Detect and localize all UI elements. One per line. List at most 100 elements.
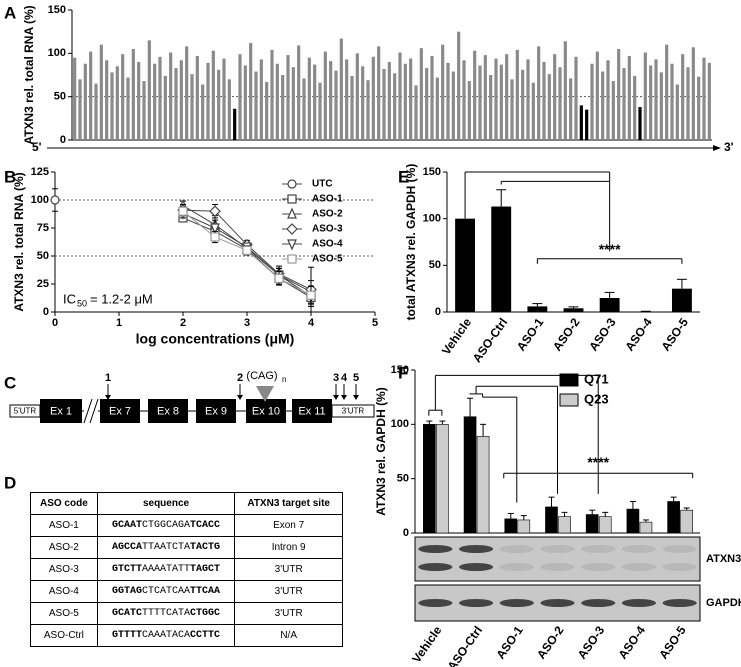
arrow-head <box>713 145 721 151</box>
bar <box>553 54 557 141</box>
header-cell: ATXN3 target site <box>234 492 343 515</box>
sequence-part: CTGGC <box>190 608 221 619</box>
error-bar <box>589 509 596 515</box>
bar <box>126 77 130 140</box>
exon-label: Ex 11 <box>298 405 325 417</box>
bar <box>595 51 599 140</box>
bar <box>707 62 711 140</box>
bar <box>89 51 93 140</box>
error-bar <box>496 189 507 207</box>
table-row: ASO-1 GCAATCTGGCAGATCACC Exon 7 <box>30 514 343 537</box>
bar <box>297 45 301 140</box>
exon <box>148 399 188 423</box>
bar <box>599 298 620 312</box>
legend-marker <box>287 207 297 219</box>
legend-swatch <box>559 393 579 407</box>
table-row: ASO-3 GTCTTAAAATATTTAGCT 3'UTR <box>30 558 343 581</box>
bar <box>446 62 450 140</box>
bar <box>313 64 317 140</box>
bar <box>382 68 386 140</box>
error-bar <box>670 496 677 502</box>
bar <box>579 105 583 140</box>
bar <box>510 79 514 140</box>
blot-band <box>621 545 657 553</box>
table-header: ASO code sequence ATXN3 target site <box>30 492 343 515</box>
error-bar <box>568 306 579 309</box>
y-tick-label: 0 <box>403 527 409 539</box>
bar <box>585 109 589 140</box>
bar <box>423 424 436 534</box>
x-tick-label: 2 <box>180 317 186 329</box>
bar <box>137 62 141 140</box>
bar <box>649 65 653 140</box>
x-tick-label: 5 <box>372 317 378 329</box>
y-tick-label: 0 <box>43 306 49 318</box>
error-bar <box>676 278 687 289</box>
blot-band <box>581 563 616 571</box>
bar <box>115 66 119 140</box>
exon-label: Ex 8 <box>157 405 179 417</box>
error-bar <box>532 303 543 307</box>
sequence-part: AAAATATT <box>142 564 191 575</box>
x-tick-label: 4 <box>308 317 315 329</box>
error-bar <box>561 511 568 517</box>
bar <box>563 41 567 141</box>
bar <box>499 64 503 140</box>
bar <box>222 58 226 140</box>
sequence-part: AGCCA <box>112 542 143 553</box>
bar <box>467 81 471 140</box>
bar <box>455 218 476 312</box>
annotation: = 1.2-2 μM <box>90 291 153 306</box>
annotation: IC <box>63 291 76 306</box>
bar <box>441 44 445 140</box>
y-tick-label: 100 <box>391 418 409 430</box>
bar <box>281 75 285 140</box>
bar <box>626 508 640 534</box>
bar <box>686 67 690 140</box>
bar <box>361 66 365 140</box>
table-cell: ASO-1 <box>30 514 98 537</box>
blot-band <box>499 599 534 607</box>
bar <box>598 516 612 534</box>
blot-band <box>418 563 453 571</box>
exon <box>196 399 236 423</box>
legend-label: ASO-2 <box>312 209 343 220</box>
bar <box>515 49 519 140</box>
bar <box>233 108 237 140</box>
x-axis-label: log concentrations (μM) <box>136 331 295 347</box>
error-bar <box>439 420 446 425</box>
x-end-label: 3' <box>724 140 734 154</box>
bar <box>398 52 402 140</box>
table-cell: GTTTTCAAATACACCTTC <box>96 624 236 647</box>
site-label: 5 <box>353 372 359 384</box>
point <box>50 195 60 205</box>
site-arrowheads <box>105 395 359 400</box>
bar <box>478 65 482 140</box>
x-tick-label: ASO-4 <box>622 315 655 353</box>
sequence-part: TTAATCTA <box>142 542 191 553</box>
y-tick-label: 50 <box>54 91 66 103</box>
break-mark <box>83 398 99 424</box>
sequence-part: CTCATCAA <box>142 586 191 597</box>
bar <box>665 44 669 140</box>
site-label: 1 <box>105 372 111 384</box>
table-body: ASO-1 GCAATCTGGCAGATCACC Exon 7 ASO-2 AGCCAT… <box>30 514 343 647</box>
y-tick-label: 150 <box>423 166 441 178</box>
y-axis-label: total ATXN3 rel. GAPDH (%) <box>404 164 418 321</box>
bar <box>206 62 210 140</box>
point <box>210 223 220 235</box>
table-cell: ASO-4 <box>30 580 98 603</box>
bar <box>99 44 103 140</box>
bar <box>73 57 77 140</box>
y-tick-label: 50 <box>397 473 409 485</box>
bar <box>462 60 466 141</box>
blot-band <box>662 545 697 553</box>
bar <box>323 51 327 140</box>
bar <box>78 79 82 140</box>
error-bar <box>629 500 636 510</box>
bar <box>585 514 599 534</box>
bar <box>195 55 199 140</box>
repeat-subscript: n <box>282 375 286 384</box>
table-cell: ASO-5 <box>30 602 98 625</box>
